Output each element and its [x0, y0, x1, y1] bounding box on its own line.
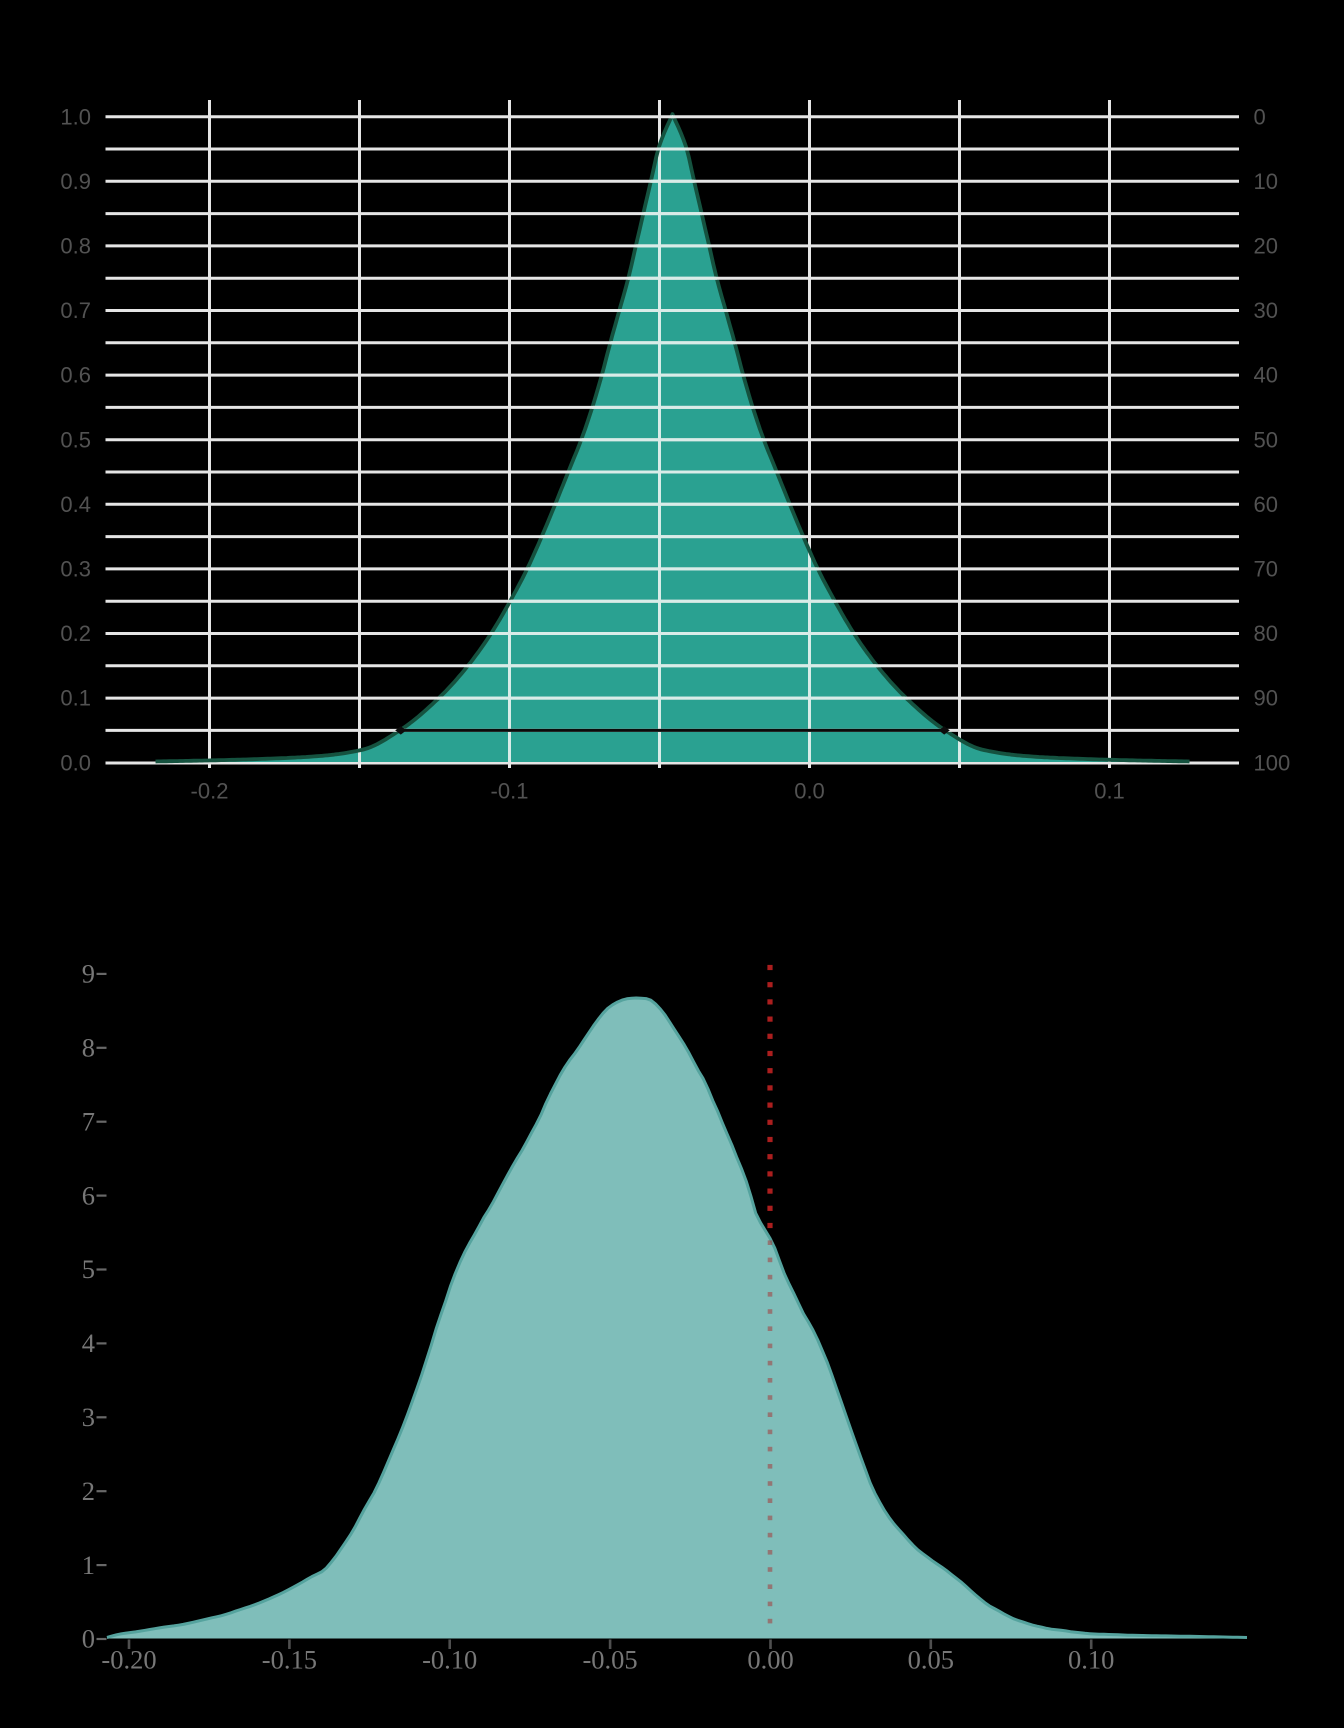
svg-text:100: 100: [1254, 750, 1291, 775]
svg-text:0.1: 0.1: [60, 686, 91, 711]
svg-text:9: 9: [82, 959, 95, 989]
svg-text:0.1: 0.1: [1094, 779, 1125, 804]
svg-text:1.0: 1.0: [60, 104, 91, 129]
svg-text:0.3: 0.3: [60, 557, 91, 582]
svg-text:0.4: 0.4: [60, 492, 91, 517]
svg-text:0.6: 0.6: [60, 363, 91, 388]
svg-text:-0.10: -0.10: [422, 1645, 477, 1675]
svg-text:90: 90: [1254, 686, 1278, 711]
svg-text:0: 0: [1254, 104, 1266, 129]
svg-text:7: 7: [82, 1106, 95, 1136]
svg-text:0.00: 0.00: [747, 1645, 793, 1675]
svg-text:0.5: 0.5: [60, 427, 91, 452]
svg-text:-0.05: -0.05: [582, 1645, 637, 1675]
svg-text:2: 2: [82, 1476, 95, 1506]
svg-text:-0.2: -0.2: [191, 779, 229, 804]
svg-text:0: 0: [82, 1624, 95, 1654]
svg-text:3: 3: [82, 1402, 95, 1432]
svg-text:0.7: 0.7: [60, 298, 91, 323]
svg-text:-0.20: -0.20: [101, 1645, 156, 1675]
svg-text:-0.1: -0.1: [491, 779, 529, 804]
svg-text:6: 6: [82, 1180, 95, 1210]
svg-text:4: 4: [82, 1328, 95, 1358]
svg-text:70: 70: [1254, 557, 1278, 582]
svg-text:80: 80: [1254, 621, 1278, 646]
svg-text:50: 50: [1254, 427, 1278, 452]
svg-text:0.8: 0.8: [60, 234, 91, 259]
svg-text:8: 8: [82, 1033, 95, 1063]
svg-text:1: 1: [82, 1550, 95, 1580]
svg-text:0.0: 0.0: [60, 750, 91, 775]
svg-text:0.0: 0.0: [794, 779, 825, 804]
svg-text:-0.15: -0.15: [262, 1645, 317, 1675]
svg-text:10: 10: [1254, 169, 1278, 194]
svg-text:20: 20: [1254, 234, 1278, 259]
svg-text:60: 60: [1254, 492, 1278, 517]
svg-text:40: 40: [1254, 363, 1278, 388]
svg-text:0.2: 0.2: [60, 621, 91, 646]
svg-text:0.10: 0.10: [1068, 1645, 1114, 1675]
svg-text:0.9: 0.9: [60, 169, 91, 194]
svg-text:0.05: 0.05: [908, 1645, 954, 1675]
svg-text:5: 5: [82, 1254, 95, 1284]
svg-text:30: 30: [1254, 298, 1278, 323]
